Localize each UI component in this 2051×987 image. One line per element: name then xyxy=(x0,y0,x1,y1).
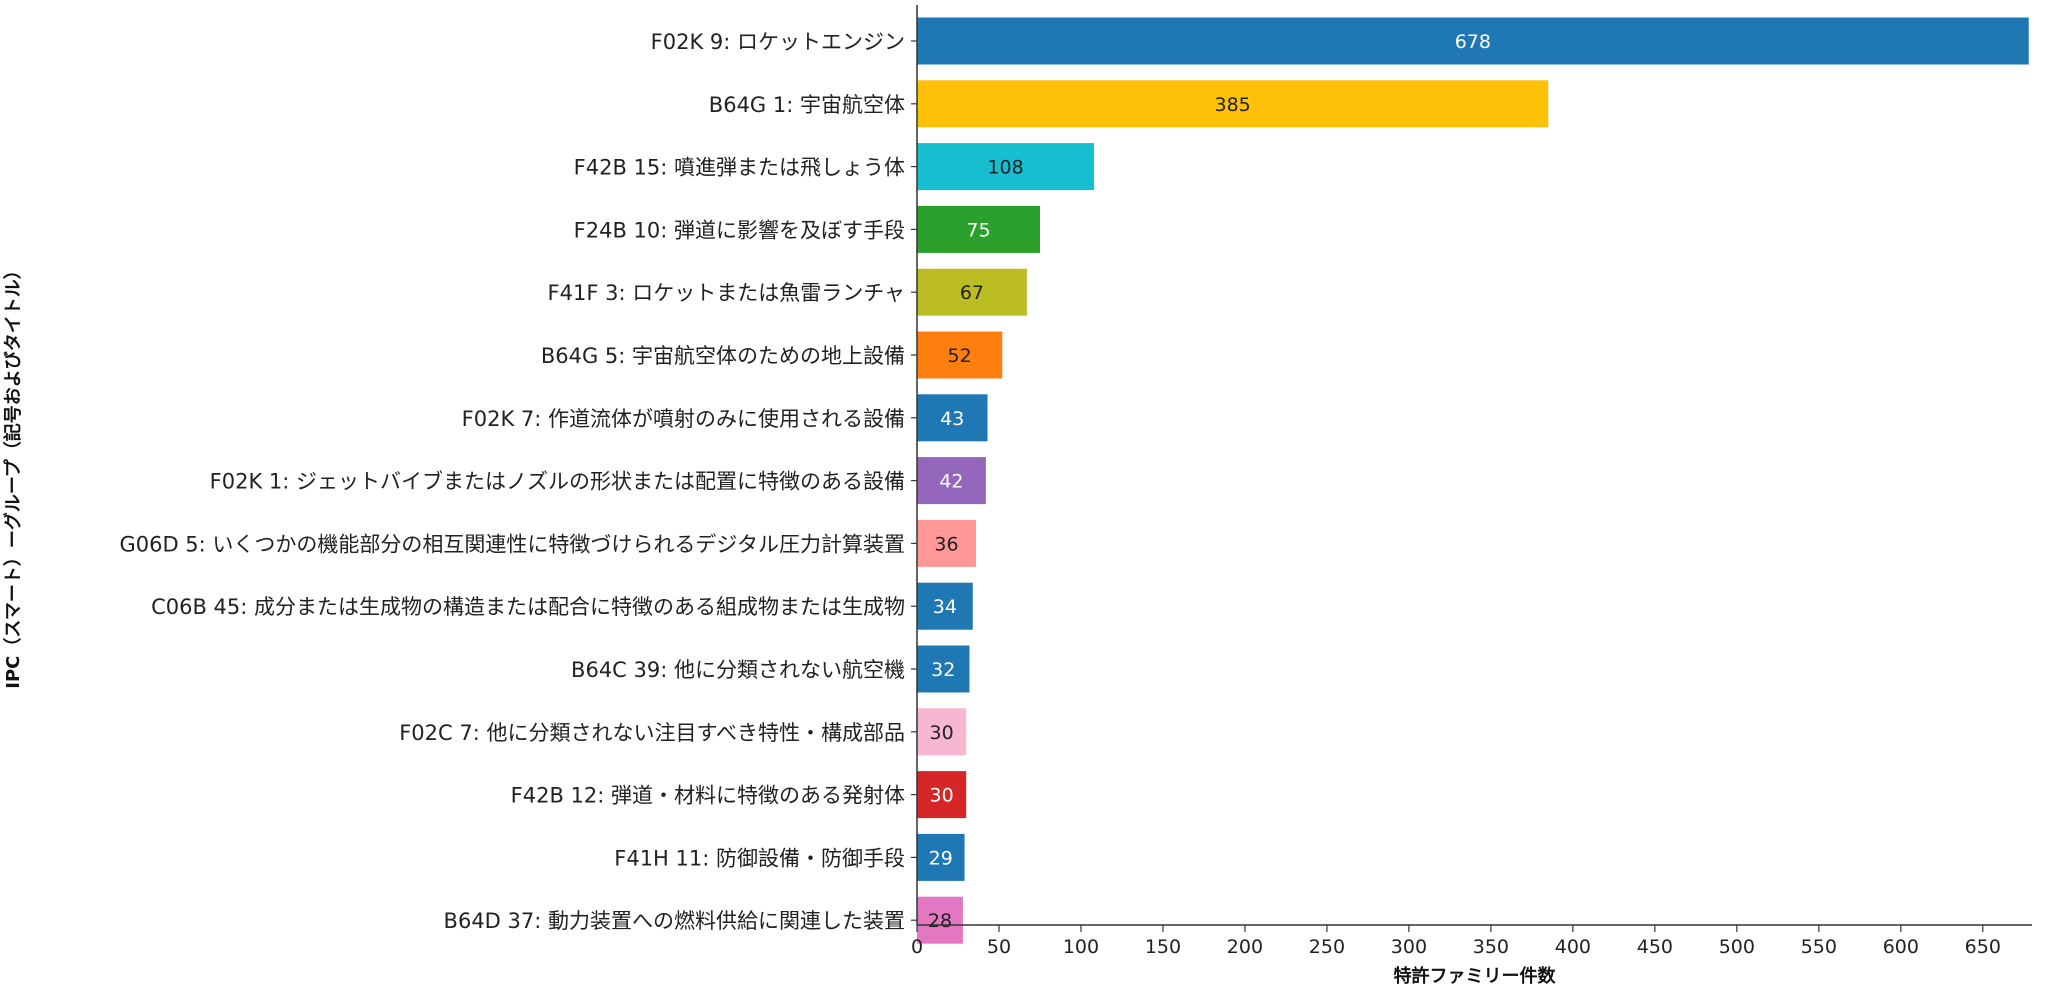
category-label: F02K 1: ジェットバイブまたはノズルの形状または配置に特徴のある設備 xyxy=(210,470,905,494)
bar-value-label: 28 xyxy=(928,910,952,932)
x-tick-label: 150 xyxy=(1145,936,1181,958)
bar xyxy=(917,582,973,630)
x-tick-label: 0 xyxy=(911,936,923,958)
x-tick-label: 600 xyxy=(1883,936,1919,958)
category-label: B64G 1: 宇宙航空体 xyxy=(709,93,905,117)
x-tick-label: 200 xyxy=(1227,936,1263,958)
category-label: F02C 7: 他に分類されない注目すべき特性・構成部品 xyxy=(399,721,905,745)
bar-value-label: 67 xyxy=(960,282,984,304)
bar-value-label: 32 xyxy=(931,659,955,681)
bar-value-label: 52 xyxy=(948,345,972,367)
category-label: F02K 9: ロケットエンジン xyxy=(651,30,905,54)
category-label: F41H 11: 防御設備・防御手段 xyxy=(614,846,905,870)
bar xyxy=(917,771,967,819)
x-tick-label: 250 xyxy=(1309,936,1345,958)
x-tick-label: 500 xyxy=(1719,936,1755,958)
x-tick-label: 50 xyxy=(987,936,1011,958)
bar-value-label: 678 xyxy=(1455,31,1491,53)
bar-value-label: 29 xyxy=(929,847,953,869)
category-label: F41F 3: ロケットまたは魚雷ランチャ xyxy=(548,281,905,305)
bar xyxy=(917,80,1549,128)
category-label: B64G 5: 宇宙航空体のための地上設備 xyxy=(541,344,905,368)
bar xyxy=(917,205,1040,253)
bar xyxy=(917,708,967,756)
bar xyxy=(917,394,988,442)
x-ticks-group: 0 50 100 150 200 250 300 350 400 450 500 550 600 650 xyxy=(911,925,2001,958)
x-tick-label: 350 xyxy=(1473,936,1509,958)
bar xyxy=(917,331,1003,379)
x-tick-label: 100 xyxy=(1063,936,1099,958)
category-labels-group: F02K 9: ロケットエンジン B64G 1: 宇宙航空体 F42B 15: 噴進… xyxy=(119,30,917,933)
bar xyxy=(917,645,970,693)
category-label: F42B 15: 噴進弾または飛しょう体 xyxy=(574,156,905,180)
x-tick-label: 650 xyxy=(1965,936,2001,958)
bar xyxy=(917,268,1027,316)
bar xyxy=(917,143,1095,191)
bar-value-label: 42 xyxy=(939,471,963,493)
category-label: F24B 10: 弾道に影響を及ぼす手段 xyxy=(574,218,905,242)
category-label: B64D 37: 動力装置への燃料供給に関連した装置 xyxy=(444,909,905,933)
x-axis: 0 50 100 150 200 250 300 350 400 450 500 550 600 650 xyxy=(911,924,2032,958)
bar xyxy=(917,896,963,944)
bar xyxy=(917,457,986,505)
x-tick-label: 400 xyxy=(1555,936,1591,958)
x-axis-title: 特許ファミリー件数 xyxy=(1394,965,1557,987)
bar-value-label: 30 xyxy=(930,722,954,744)
bar-value-label: 75 xyxy=(966,219,990,241)
x-tick-label: 550 xyxy=(1801,936,1837,958)
category-label: C06B 45: 成分または生成物の構造または配合に特徴のある組成物または生成物 xyxy=(151,595,905,619)
category-label: F02K 7: 作道流体が噴射のみに使用される設備 xyxy=(462,407,905,431)
bar-value-label: 30 xyxy=(930,785,954,807)
bar-value-label: 36 xyxy=(934,533,958,555)
bar-value-label: 108 xyxy=(987,157,1023,179)
category-label: B64C 39: 他に分類されない航空機 xyxy=(571,658,905,682)
bar-value-label: 385 xyxy=(1215,94,1251,116)
bar-value-label: 43 xyxy=(940,408,964,430)
bar-value-label: 34 xyxy=(933,596,957,618)
bar xyxy=(917,833,965,881)
category-label: G06D 5: いくつかの機能部分の相互関連性に特徴づけられるデジタル圧力計算装… xyxy=(119,532,905,556)
bar xyxy=(917,17,2029,65)
y-axis-title: IPC（スマート）ーグループ（記号およびタイトル） xyxy=(2,261,24,688)
category-label: F42B 12: 弾道・材料に特徴のある発射体 xyxy=(511,784,905,808)
bars-group xyxy=(917,17,2029,944)
x-tick-label: 450 xyxy=(1637,936,1673,958)
bar xyxy=(917,519,977,567)
value-labels-group: 678 385 108 75 67 52 43 42 36 34 32 30 30 29 28 xyxy=(928,31,1491,932)
x-tick-label: 300 xyxy=(1391,936,1427,958)
